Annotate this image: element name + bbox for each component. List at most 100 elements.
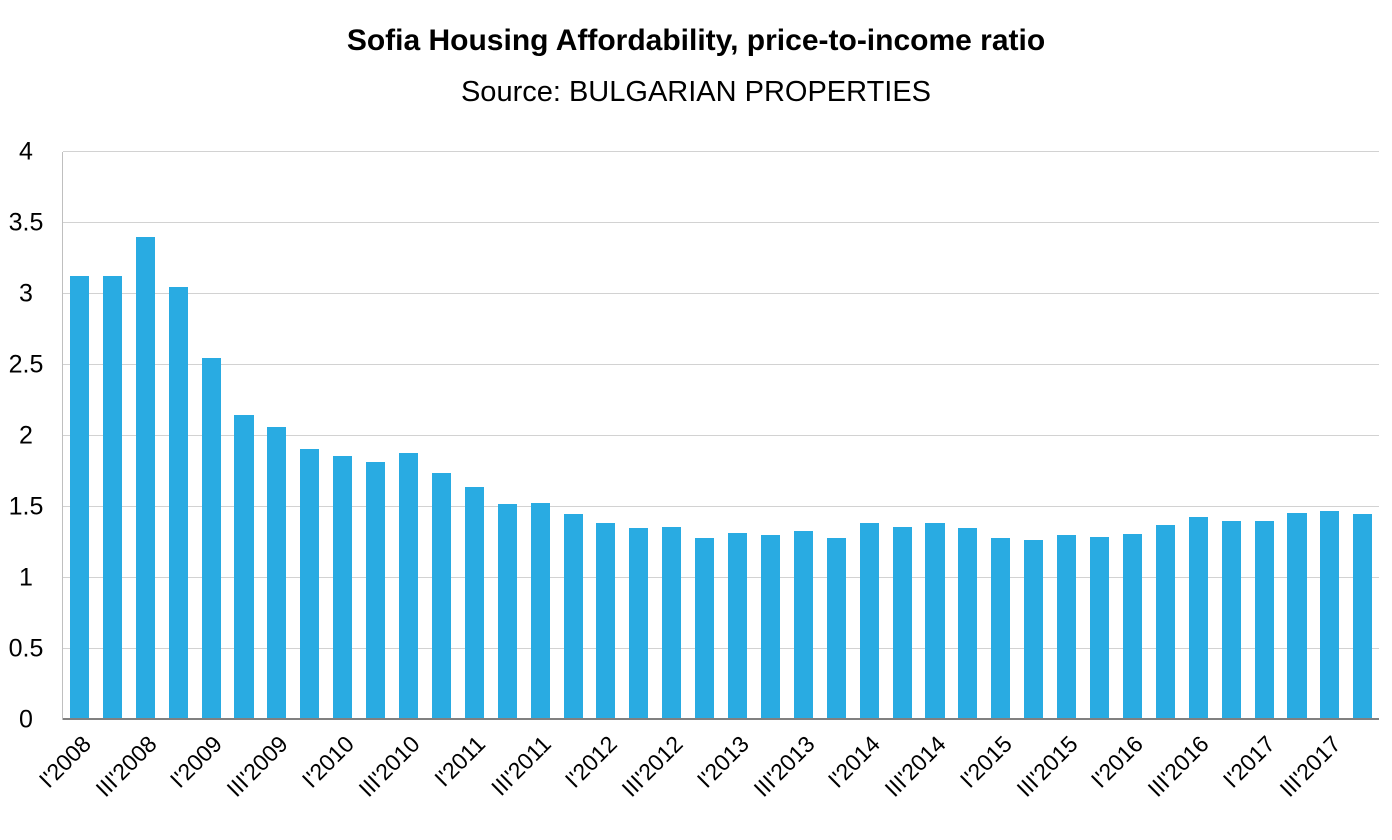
bar-cell xyxy=(754,152,787,720)
bar-cell xyxy=(1182,152,1215,720)
bar-cell xyxy=(491,152,524,720)
bar-cell xyxy=(590,152,623,720)
bar xyxy=(728,532,748,720)
bar xyxy=(1287,512,1307,720)
bar xyxy=(826,538,846,720)
bar xyxy=(1122,533,1142,720)
bar xyxy=(1254,521,1274,720)
bar-cell xyxy=(1313,152,1346,720)
bar xyxy=(267,427,287,720)
bar xyxy=(300,448,320,720)
y-tick-label: 0.5 xyxy=(8,634,44,663)
plot-area xyxy=(62,151,1379,720)
x-tick-label: III'2015 xyxy=(1011,730,1083,802)
x-tick-label: III'2010 xyxy=(353,730,425,802)
bar xyxy=(958,528,978,720)
chart-subtitle: Source: BULGARIAN PROPERTIES xyxy=(460,76,932,108)
bar xyxy=(859,522,879,720)
bar-cell xyxy=(1116,152,1149,720)
bar-cell xyxy=(63,152,96,720)
bar-cell xyxy=(1050,152,1083,720)
bar-cell xyxy=(951,152,984,720)
bar xyxy=(234,414,254,720)
bar xyxy=(793,531,813,720)
bar-cell xyxy=(260,152,293,720)
bar xyxy=(497,504,517,720)
x-axis: I'2008 III'2008 I'2009 III'2009 I'2010 III'20… xyxy=(33,724,1378,834)
bar xyxy=(892,526,912,720)
x-tick-label: I'2011 xyxy=(429,730,491,792)
y-tick-label: 3 xyxy=(19,279,33,308)
gridline xyxy=(63,506,1379,507)
gridline xyxy=(63,222,1379,223)
x-tick-label: III'2011 xyxy=(486,730,557,801)
bar-cell xyxy=(919,152,952,720)
bar-cell xyxy=(524,152,557,720)
x-tick-label: III'2012 xyxy=(616,730,688,802)
bar-cell xyxy=(1248,152,1281,720)
bar-cell xyxy=(787,152,820,720)
gridline xyxy=(63,577,1379,578)
bar xyxy=(366,461,386,720)
bar xyxy=(1057,535,1077,720)
x-axis-line xyxy=(63,718,1379,720)
x-tick-label: I'2014 xyxy=(822,730,886,793)
bar xyxy=(1188,516,1208,720)
bar xyxy=(1221,521,1241,720)
bar-cell xyxy=(721,152,754,720)
bar xyxy=(530,502,550,720)
gridline xyxy=(63,435,1379,436)
bar xyxy=(596,522,616,720)
y-tick-label: 0 xyxy=(19,705,33,734)
bar xyxy=(201,357,221,720)
x-tick-label: I'2012 xyxy=(559,730,622,793)
bar-cell xyxy=(688,152,721,720)
y-axis: 0 0.5 1 1.5 2 2.5 3 3.5 4 xyxy=(2,139,50,732)
bar-cell xyxy=(96,152,129,720)
x-tick-label: III'2008 xyxy=(89,730,162,802)
bar xyxy=(102,275,122,720)
bar xyxy=(333,455,353,720)
x-tick-label: III'2013 xyxy=(747,730,820,802)
bar-cell xyxy=(984,152,1017,720)
y-tick-label: 3.5 xyxy=(8,208,44,237)
bar-cell xyxy=(1017,152,1050,720)
bar-cell xyxy=(1346,152,1379,720)
bar xyxy=(991,538,1011,720)
bar-cell xyxy=(392,152,425,720)
bar xyxy=(563,514,583,720)
bar-cell xyxy=(195,152,228,720)
chart-title: Sofia Housing Affordability, price-to-in… xyxy=(346,24,1046,57)
bar-cell xyxy=(293,152,326,720)
bar-cell xyxy=(655,152,688,720)
bar-cell xyxy=(853,152,886,720)
bar xyxy=(431,472,451,720)
gridline xyxy=(63,364,1379,365)
y-tick-label: 2 xyxy=(19,421,33,450)
bar-cell xyxy=(162,152,195,720)
x-tick-label: I'2017 xyxy=(1217,730,1280,793)
bar-cell xyxy=(228,152,261,720)
bar xyxy=(1353,514,1373,720)
x-tick-label: I'2016 xyxy=(1086,730,1149,793)
bar-cell xyxy=(1215,152,1248,720)
bar-cell xyxy=(129,152,162,720)
bar-cell xyxy=(1149,152,1182,720)
bar xyxy=(464,487,484,720)
x-tick-label: III'2009 xyxy=(221,730,293,802)
y-tick-label: 4 xyxy=(19,137,33,166)
bar xyxy=(629,528,649,720)
x-tick-label: I'2015 xyxy=(954,730,1017,793)
x-tick-label: I'2008 xyxy=(33,730,96,793)
bar xyxy=(695,538,715,720)
bar-cell xyxy=(458,152,491,720)
x-tick-label: I'2009 xyxy=(164,730,228,793)
bar-series xyxy=(63,152,1379,720)
bar xyxy=(168,286,188,720)
bar xyxy=(1024,539,1044,720)
bar xyxy=(69,275,89,720)
bar-cell xyxy=(425,152,458,720)
bar xyxy=(135,237,155,720)
y-tick-label: 1 xyxy=(19,563,33,592)
bar-cell xyxy=(622,152,655,720)
